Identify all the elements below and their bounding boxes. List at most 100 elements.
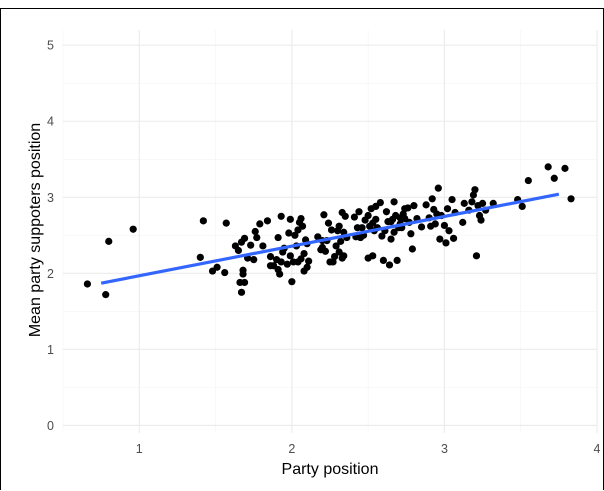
data-point [382, 208, 391, 216]
y-tick-label: 0 [47, 419, 54, 433]
data-point [277, 258, 285, 266]
data-point [105, 237, 113, 245]
data-point [324, 219, 333, 227]
data-point [524, 176, 532, 185]
data-point [240, 278, 249, 287]
data-point [291, 231, 299, 239]
data-point [286, 215, 294, 223]
data-point [303, 263, 311, 271]
data-point [283, 260, 291, 268]
data-point [199, 217, 207, 225]
data-point [407, 230, 415, 238]
data-point [422, 201, 430, 209]
data-point [428, 195, 436, 203]
y-tick-label: 1 [47, 343, 54, 357]
data-point [544, 163, 552, 171]
y-tick-label: 3 [47, 191, 54, 205]
data-point [320, 211, 328, 219]
data-point [472, 252, 481, 260]
data-point [355, 208, 363, 216]
data-point [321, 247, 330, 255]
data-point [393, 256, 401, 264]
data-point [518, 202, 526, 211]
data-point [358, 224, 366, 232]
data-point [247, 241, 255, 249]
data-point [274, 233, 282, 242]
data-point [431, 220, 439, 228]
data-point [477, 216, 485, 224]
data-point [378, 232, 386, 240]
data-point [222, 219, 230, 227]
x-tick-label: 3 [441, 442, 448, 456]
data-point [434, 184, 442, 192]
x-tick-label: 2 [288, 442, 295, 456]
data-point [102, 291, 110, 299]
data-point [478, 199, 487, 207]
data-point [445, 227, 453, 235]
data-point [276, 270, 284, 278]
data-point [286, 252, 294, 260]
data-point [253, 233, 261, 242]
data-point [330, 252, 339, 261]
data-point [561, 164, 569, 172]
y-tick-label: 5 [47, 39, 54, 53]
data-point [240, 234, 249, 242]
data-point [129, 225, 137, 233]
y-axis-title: Mean party suppoters position [27, 123, 44, 337]
data-point [372, 215, 380, 223]
data-point [237, 288, 246, 296]
data-point [387, 235, 395, 243]
x-axis-ticks: 1 2 3 4 [136, 442, 601, 456]
data-point [390, 198, 398, 206]
data-point [327, 226, 336, 234]
data-point [448, 195, 456, 204]
data-point [385, 261, 394, 269]
data-point [298, 222, 307, 230]
data-point [83, 280, 92, 288]
data-point [288, 278, 296, 286]
data-point [251, 227, 259, 236]
data-point [440, 221, 449, 230]
data-points [83, 163, 575, 299]
x-tick-label: 1 [136, 442, 143, 456]
data-point [443, 205, 452, 213]
data-point [350, 213, 359, 221]
data-point [305, 257, 313, 265]
data-point [468, 198, 476, 206]
data-point [332, 242, 340, 250]
data-point [285, 229, 293, 237]
data-point [340, 252, 348, 260]
x-tick-label: 4 [594, 442, 601, 456]
data-point [379, 256, 387, 264]
data-point [263, 217, 272, 225]
data-point [460, 199, 468, 207]
data-point [459, 218, 467, 226]
y-tick-label: 4 [47, 115, 54, 129]
data-point [259, 242, 267, 250]
data-point [410, 202, 418, 210]
trend-line [100, 192, 560, 285]
data-point [471, 186, 479, 194]
data-point [404, 204, 412, 212]
data-point [239, 266, 247, 274]
data-point [337, 237, 345, 245]
data-point [550, 174, 558, 182]
data-point [369, 252, 377, 260]
data-point [340, 228, 348, 236]
data-point [297, 255, 305, 263]
data-point [376, 199, 384, 207]
data-point [213, 263, 221, 271]
y-axis-ticks: 0 1 2 3 4 5 [47, 39, 54, 433]
data-point [449, 234, 458, 242]
data-point [250, 256, 258, 264]
data-point [364, 211, 372, 220]
data-point [417, 223, 426, 231]
data-point [436, 235, 444, 243]
grid [62, 30, 598, 433]
data-point [221, 268, 229, 277]
data-point [266, 252, 275, 261]
data-point [408, 245, 416, 253]
data-point [256, 220, 264, 228]
y-tick-label: 2 [47, 267, 54, 281]
